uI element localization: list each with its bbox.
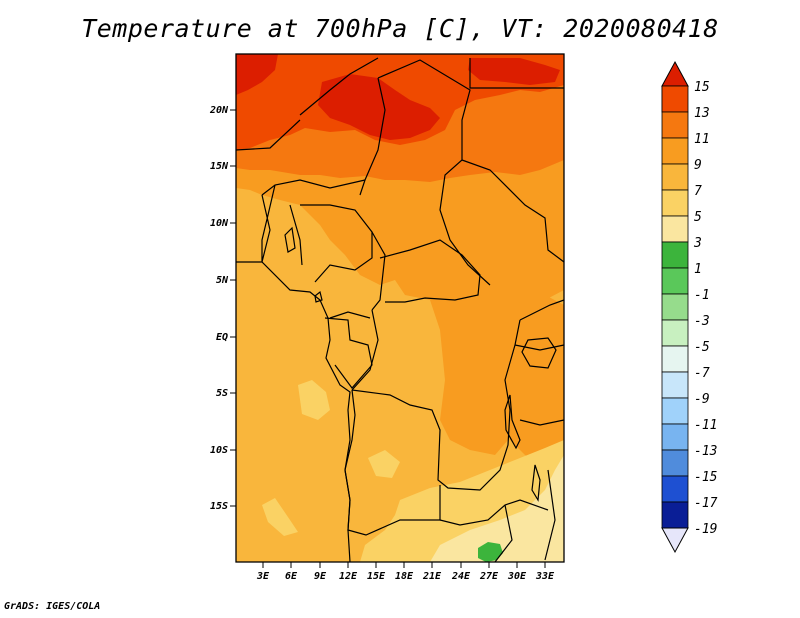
credit-text: GrADS: IGES/COLA [4,601,101,612]
island-bioko [314,290,323,303]
colorbar-box [661,423,689,451]
lon-label: 3E [256,571,270,582]
colorbar-label: 9 [694,158,702,173]
border-nigeria [300,204,373,283]
border-congo [351,309,521,491]
lat-label: 5S [216,388,228,399]
colorbar-label: -17 [694,496,718,511]
field-15-center [318,74,440,140]
field-5-7-coast [262,498,298,536]
colorbar-box [661,215,689,243]
colorbar-label: 11 [694,132,710,147]
colorbar-label: -9 [694,392,710,407]
country-borders [235,57,565,563]
lon-label: 30E [507,571,527,582]
colorbar-box [661,319,689,347]
map-title: Temperature at 700hPa [C], VT: 202008041… [81,14,719,43]
lat-label: 15N [210,161,229,172]
border-east [469,58,564,89]
lat-label: 10S [210,445,228,456]
colorbar-box [661,267,689,295]
border-gabon [324,317,373,389]
colorbar-label: -11 [694,418,717,433]
colorbar-label: 5 [694,210,702,225]
lat-label: 10N [210,218,229,229]
lake-tanganyika [504,394,521,450]
field-5-7-angola [368,450,400,478]
colorbar-box [661,345,689,373]
colorbar-label: 15 [694,80,710,95]
colorbar-label: 7 [694,184,702,199]
field-5-7-atlantic [298,380,330,420]
border-sudan [461,159,565,263]
field-15-east [468,58,560,85]
colorbar-label: -1 [694,288,710,303]
colorbar-label: -7 [694,366,710,381]
lon-label: 27E [479,571,499,582]
colorbar-label: 13 [694,106,710,121]
map-frame [235,53,565,563]
colorbar-label: -19 [694,522,717,537]
colorbar-label: -15 [694,470,718,485]
border-cameroon [329,231,386,319]
border-zambia [439,499,549,563]
colorbar-box [661,189,689,217]
colorbar-box [661,397,689,425]
lon-label: 18E [395,571,414,582]
border-car [379,239,481,303]
field-3-5-south-east [430,455,564,562]
colorbar-box [661,475,689,503]
coastline-west [236,261,351,563]
colorbar-bottom-arrow [661,527,689,554]
border-west-africa [261,184,303,266]
colorbar-top-arrow [661,60,689,87]
lon-label: 21E [422,571,442,582]
lat-label: 20N [209,105,229,116]
colorbar: 15 13 11 9 7 5 3 1 -1 -3 -5 -7 -9 -11 -1… [661,60,718,554]
lon-label: 15E [367,571,386,582]
colorbar-box [661,163,689,191]
lake-malawi [531,464,541,502]
lon-label: 33E [535,571,555,582]
lon-label: 24E [451,571,471,582]
temperature-field [236,54,564,562]
colorbar-label: -3 [694,314,710,329]
border-sahel [235,119,366,196]
colorbar-box [661,111,689,139]
lake-volta [284,226,296,253]
field-15-north-west [236,54,278,95]
colorbar-label: 1 [694,262,702,277]
colorbar-box [661,293,689,321]
border-tanzania [514,299,565,426]
colorbar-box [661,137,689,165]
lon-label: 9E [314,571,327,582]
lat-axis: 20N 15N 10N 5N EQ 5S 10S 15S [209,105,236,512]
lat-label: 5N [216,275,229,286]
colorbar-label: -13 [694,444,717,459]
colorbar-box [661,241,689,269]
field-9-11-east-africa [505,295,564,470]
colorbar-box [661,449,689,477]
colorbar-label: -5 [694,340,710,355]
lat-label: 15S [210,501,228,512]
lake-victoria [521,337,557,369]
colorbar-box [661,371,689,399]
colorbar-label: 3 [693,236,702,251]
colorbar-box [661,85,689,113]
field-1-3-zimbabwe [478,542,503,562]
lon-label: 12E [339,571,358,582]
colorbar-box [661,501,689,529]
lon-label: 6E [285,571,298,582]
border-mozambique [544,469,556,561]
lat-label: EQ [216,332,228,343]
lon-axis: 3E 6E 9E 12E 15E 18E 21E 24E 27E 30E 33E [256,562,555,582]
